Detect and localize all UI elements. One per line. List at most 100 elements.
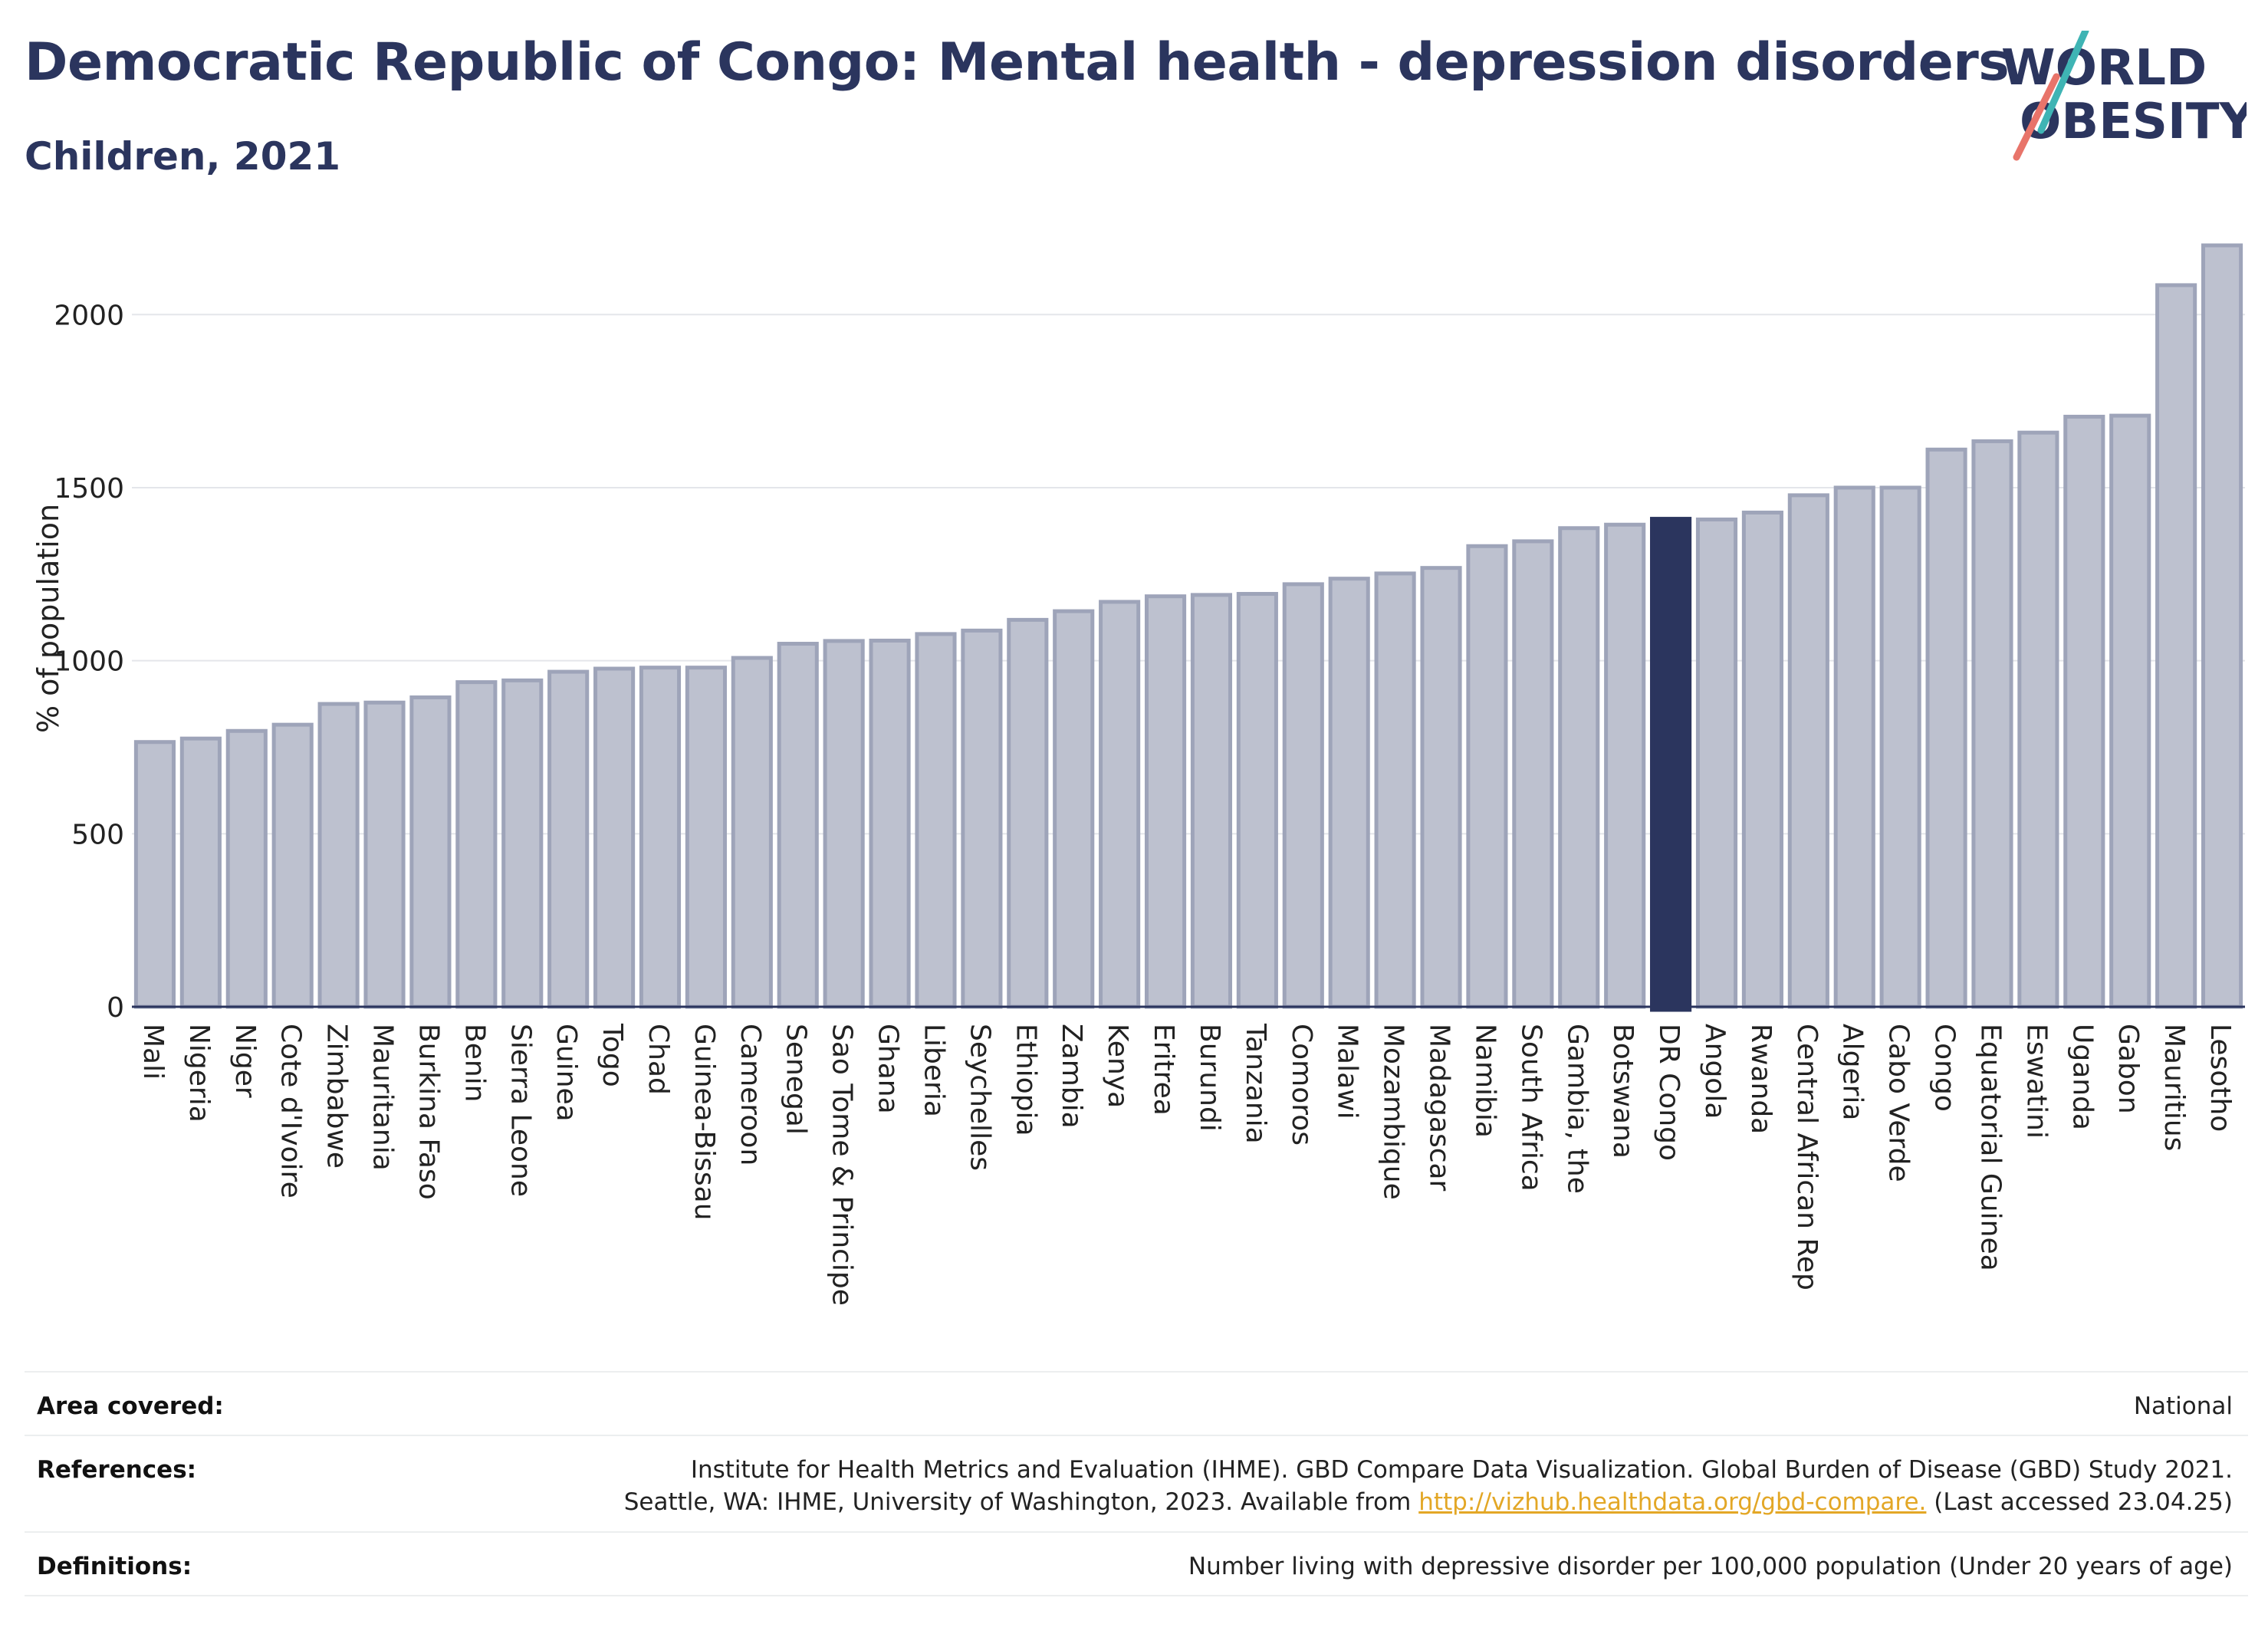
definitions-label: Definitions: — [37, 1553, 192, 1580]
references-line-2-suffix: (Last accessed 23.04.25) — [1926, 1488, 2233, 1516]
x-tick-label: Guinea — [551, 1024, 582, 1122]
bar-congo — [1925, 447, 1967, 1009]
bar-malawi — [1328, 577, 1370, 1009]
x-tick-label: Cameroon — [735, 1024, 766, 1165]
x-tick-label: Cabo Verde — [1883, 1024, 1915, 1182]
chart-title: Democratic Republic of Congo: Mental hea… — [25, 32, 2010, 93]
x-tick-label: Niger — [229, 1024, 261, 1098]
y-tick-label: 0 — [107, 992, 124, 1024]
bar-angola — [1695, 517, 1738, 1009]
x-tick-label: Guinea-Bissau — [689, 1024, 720, 1221]
logo-slash-teal — [2037, 31, 2089, 134]
x-tick-label: Gambia, the — [1561, 1024, 1593, 1194]
bar-namibia — [1466, 544, 1508, 1009]
x-tick-label: Rwanda — [1745, 1024, 1777, 1134]
y-tick-label: 500 — [71, 819, 124, 850]
references-line-2-prefix: Seattle, WA: IHME, University of Washing… — [623, 1488, 1419, 1516]
x-tick-label: Botswana — [1607, 1024, 1639, 1159]
y-axis-ticks: 0 500 1000 1500 2000 — [54, 300, 124, 1024]
bar-south-africa — [1512, 539, 1554, 1009]
bar-lesotho — [2201, 243, 2243, 1009]
x-tick-label: Central African Rep — [1791, 1024, 1823, 1290]
x-tick-label: Cote d'Ivoire — [275, 1024, 307, 1198]
y-tick-label: 1000 — [54, 646, 124, 678]
definitions-value: Number living with depressive disorder p… — [1188, 1553, 2233, 1580]
x-tick-label: Uganda — [2066, 1024, 2098, 1130]
bar-cabo-verde — [1879, 485, 1921, 1009]
bar-eswatini — [2017, 430, 2059, 1009]
references-line-1: Institute for Health Metrics and Evaluat… — [690, 1456, 2233, 1484]
bar-seychelles — [961, 628, 1003, 1009]
bar-burundi — [1190, 593, 1233, 1009]
x-tick-label: Eswatini — [2020, 1024, 2052, 1139]
bar-togo — [593, 666, 636, 1009]
x-tick-label: Mali — [137, 1024, 169, 1080]
x-tick-label: Congo — [1929, 1024, 1961, 1112]
info-divider-top — [25, 1371, 2248, 1373]
area-covered-label: Area covered: — [37, 1392, 224, 1420]
logo-text-obesity: OBESITY — [2020, 94, 2247, 150]
bar-mauritania — [363, 700, 406, 1009]
chart-subtitle: Children, 2021 — [25, 134, 341, 179]
x-tick-label: South Africa — [1515, 1024, 1547, 1192]
bar-uganda — [2063, 414, 2105, 1009]
bar-burkina-faso — [409, 695, 452, 1009]
bar-benin — [455, 680, 498, 1009]
bar-liberia — [915, 632, 957, 1009]
world-obesity-logo: WORLD OBESITY — [2001, 31, 2247, 161]
bar-niger — [225, 728, 268, 1009]
bar-gabon — [2109, 413, 2151, 1009]
bar-equatorial-guinea — [1971, 439, 2013, 1009]
x-tick-label: Chad — [643, 1024, 674, 1095]
bar-algeria — [1833, 485, 1875, 1009]
x-tick-label: Equatorial Guinea — [1974, 1024, 2006, 1271]
x-tick-label: Tanzania — [1240, 1023, 1271, 1144]
bar-senegal — [777, 642, 819, 1009]
bar-ghana — [869, 638, 911, 1009]
y-tick-label: 2000 — [54, 300, 124, 331]
bar-tanzania — [1236, 592, 1278, 1009]
y-tick-label: 1500 — [54, 473, 124, 505]
x-tick-label: DR Congo — [1653, 1024, 1685, 1161]
x-tick-label: Ethiopia — [1010, 1024, 1041, 1136]
x-tick-label: Benin — [459, 1024, 490, 1102]
bar-eritrea — [1144, 594, 1187, 1009]
x-tick-label: Mozambique — [1378, 1024, 1409, 1200]
x-tick-label: Sao Tome & Principe — [827, 1024, 858, 1306]
x-tick-label: Angola — [1699, 1024, 1731, 1119]
bar-guinea-bissau — [685, 666, 727, 1009]
bar-guinea — [547, 669, 590, 1009]
bar-chart: 0 500 1000 1500 2000 Mali Nigeria Niger Cote d'… — [31, 243, 2245, 1306]
x-tick-label: Liberia — [918, 1024, 949, 1117]
bar-sao-tome-principe — [823, 639, 865, 1009]
x-tick-label: Ghana — [873, 1024, 904, 1114]
x-tick-label: Eritrea — [1148, 1024, 1179, 1116]
bar-cote-d-ivoire — [271, 722, 314, 1009]
references-line-2: Seattle, WA: IHME, University of Washing… — [624, 1488, 2233, 1516]
x-tick-label: Mauritius — [2158, 1024, 2190, 1151]
bar-chad — [639, 666, 682, 1009]
info-divider-1 — [25, 1435, 2248, 1436]
area-covered-value: National — [2133, 1392, 2233, 1420]
y-axis-label: % of population — [31, 504, 65, 733]
x-tick-label: Algeria — [1837, 1024, 1869, 1121]
bars — [133, 243, 2243, 1012]
bar-botswana — [1604, 522, 1646, 1009]
info-divider-bottom — [25, 1595, 2248, 1596]
bar-comoros — [1282, 582, 1324, 1009]
x-tick-label: Lesotho — [2204, 1024, 2236, 1132]
x-tick-label: Kenya — [1102, 1024, 1133, 1108]
bar-kenya — [1099, 600, 1141, 1009]
x-tick-label: Madagascar — [1424, 1024, 1455, 1192]
x-tick-label: Zimbabwe — [321, 1024, 353, 1169]
x-axis-ticks: Mali Nigeria Niger Cote d'Ivoire Zimbabwe Mau… — [137, 1023, 2236, 1306]
bar-sierra-leone — [501, 678, 544, 1009]
bar-dr-congo — [1650, 517, 1692, 1012]
bar-central-african-rep — [1787, 493, 1829, 1009]
info-divider-2 — [25, 1531, 2248, 1533]
x-tick-label: Sierra Leone — [505, 1024, 536, 1197]
references-link[interactable]: http://vizhub.healthdata.org/gbd-compare… — [1418, 1488, 1927, 1516]
bar-madagascar — [1420, 566, 1462, 1009]
bar-mozambique — [1374, 571, 1416, 1009]
x-tick-label: Comoros — [1286, 1024, 1317, 1146]
